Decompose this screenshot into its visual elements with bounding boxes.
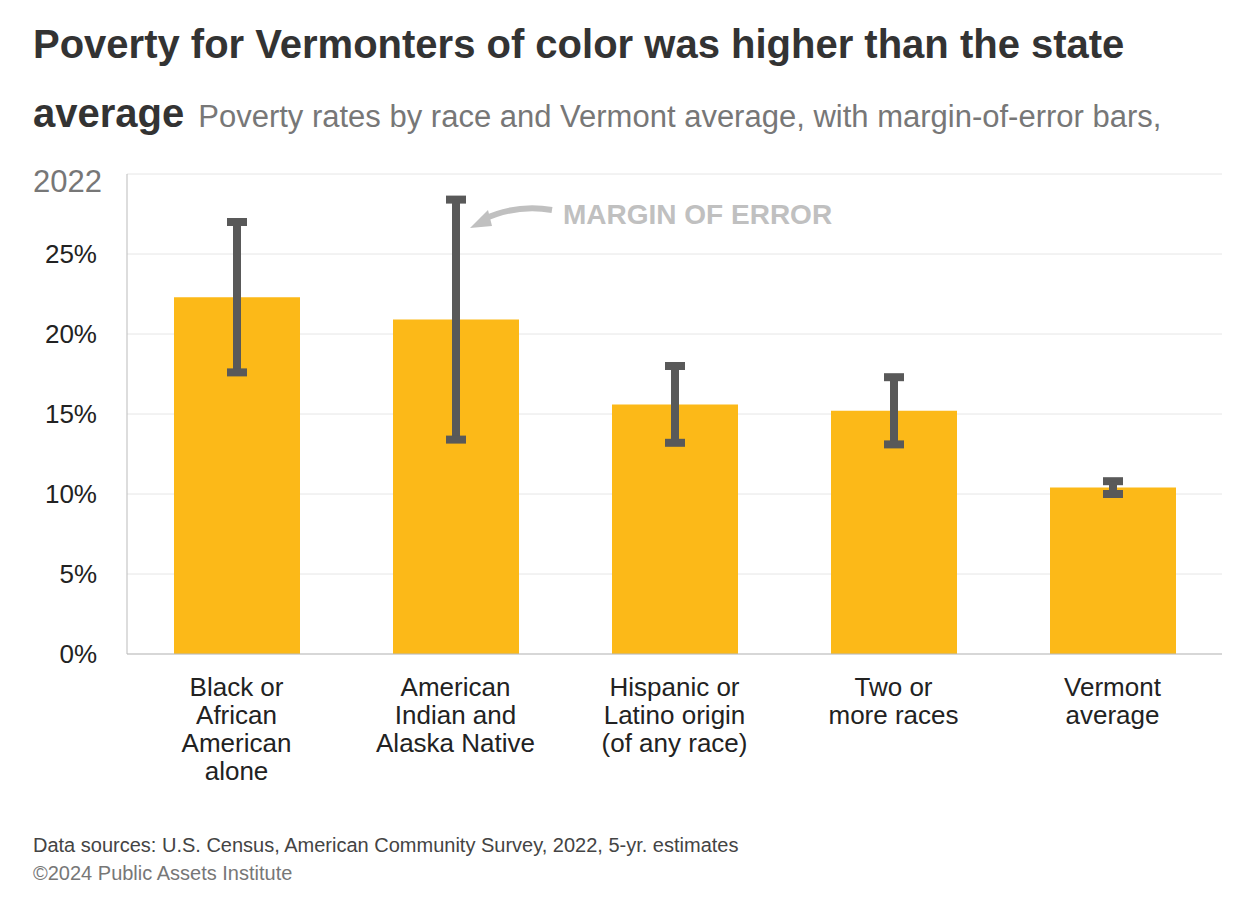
svg-text:0%: 0%: [59, 639, 97, 669]
svg-text:Black orAfricanAmericanalone: Black orAfricanAmericanalone: [182, 672, 292, 784]
svg-text:10%: 10%: [45, 479, 97, 509]
svg-text:AmericanIndian andAlaska Nativ: AmericanIndian andAlaska Native: [376, 672, 535, 758]
svg-text:Data sources: U.S. Census, Ame: Data sources: U.S. Census, American Comm…: [33, 834, 738, 856]
svg-text:15%: 15%: [45, 399, 97, 429]
svg-text:©2024 Public Assets Institute: ©2024 Public Assets Institute: [33, 862, 292, 884]
html-text:Poverty for Vermonters of colo: Poverty for Vermonters of color was high…: [33, 22, 1162, 199]
svg-text:Two ormore races: Two ormore races: [828, 672, 958, 730]
svg-text:5%: 5%: [59, 559, 97, 589]
svg-text:Hispanic orLatino origin(of an: Hispanic orLatino origin(of any race): [602, 672, 748, 758]
svg-text:25%: 25%: [45, 239, 97, 269]
svg-text:20%: 20%: [45, 319, 97, 349]
svg-text:MARGIN OF ERROR: MARGIN OF ERROR: [563, 199, 832, 230]
svg-text:Vermontaverage: Vermontaverage: [1064, 672, 1162, 730]
